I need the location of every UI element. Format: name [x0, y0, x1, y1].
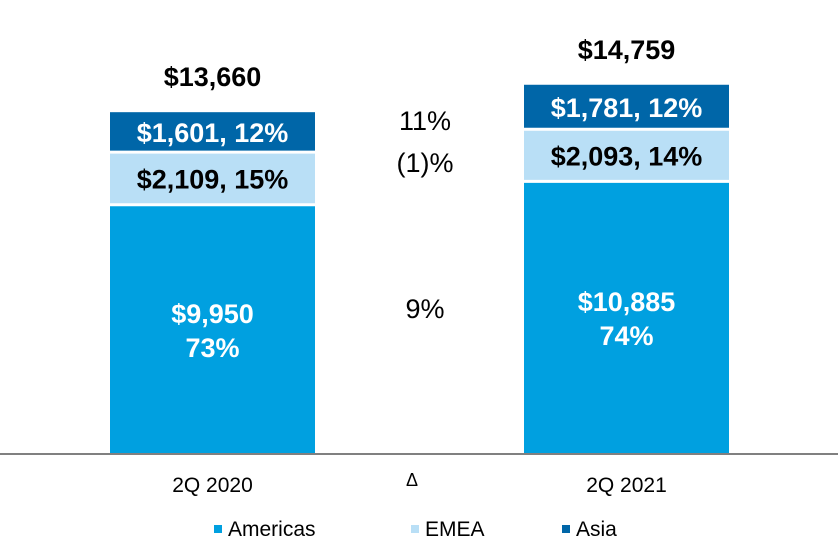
total-label-0: $13,660 [164, 62, 262, 92]
data-label-americas-pct-1: 74% [599, 321, 653, 351]
legend-swatch-emea [411, 525, 419, 533]
bar-segment-asia-1 [524, 84, 729, 130]
total-label-1: $14,759 [578, 35, 676, 65]
data-label-emea-0: $2,109, 15% [137, 164, 289, 194]
data-label-americas-value-1: $10,885 [578, 287, 676, 317]
legend-label-americas: Americas [228, 518, 316, 541]
data-label-americas-pct-0: 73% [185, 333, 239, 363]
data-label-americas-value-0: $9,950 [171, 299, 254, 329]
x-tick-label-1: 2Q 2021 [586, 474, 667, 497]
legend-label-asia: Asia [576, 518, 617, 541]
legend-label-emea: EMEA [425, 518, 485, 541]
bar-segment-americas-1 [524, 181, 729, 453]
legend-swatch-asia [562, 525, 570, 533]
bar-segment-emea-0 [110, 152, 315, 205]
data-label-asia-1: $1,781, 12% [551, 93, 703, 123]
change-label-emea: (1)% [396, 148, 453, 178]
change-label-americas: 9% [405, 294, 444, 324]
bar-segment-emea-1 [524, 129, 729, 182]
change-label-asia: 11% [399, 106, 451, 136]
data-label-asia-0: $1,601, 12% [137, 118, 289, 148]
data-label-emea-1: $2,093, 14% [551, 141, 703, 171]
delta-label: Δ [406, 470, 418, 490]
bar-segment-asia-0 [110, 112, 315, 153]
x-tick-label-0: 2Q 2020 [172, 474, 253, 497]
bar-segment-americas-0 [110, 204, 315, 453]
legend-swatch-americas [214, 525, 222, 533]
